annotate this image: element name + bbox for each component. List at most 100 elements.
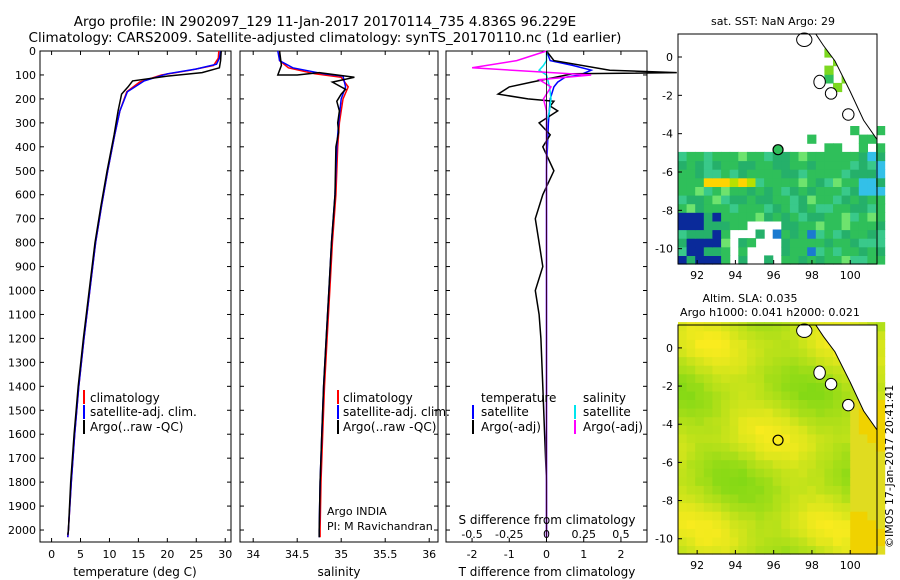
map-cell (738, 365, 748, 375)
map-cell (876, 365, 886, 375)
map-cell (678, 485, 688, 495)
imos-copyright: ©IMOS 17-Jan-2017 20:41:41 (883, 385, 896, 548)
map-cell (772, 459, 782, 469)
map-cell (729, 365, 739, 375)
map-cell (824, 186, 834, 196)
map-lon-label: 100 (840, 269, 861, 282)
s-diff-tick-label: 0.25 (571, 528, 596, 541)
map-cell (738, 485, 748, 495)
map-cell (858, 485, 868, 495)
map-cell (686, 220, 696, 231)
map-cell (867, 238, 877, 248)
map-cell (815, 151, 825, 162)
map-cell (695, 212, 705, 222)
map-cell (850, 126, 860, 136)
map-cell (721, 399, 731, 409)
map-cell (764, 203, 774, 213)
map-cell (712, 356, 722, 366)
map-cell (686, 347, 696, 358)
sla-map: 92 94 96 98 100 0 -2 -4 -6 -8 -10 (655, 322, 886, 572)
map-cell (772, 160, 782, 170)
map-cell (824, 536, 834, 546)
map-cell (781, 330, 791, 340)
map-cell (867, 212, 877, 222)
map-cell (755, 476, 765, 486)
map-cell (867, 451, 877, 461)
map-cell (798, 186, 808, 196)
map-cell (703, 425, 713, 435)
map-cell (678, 442, 688, 452)
series-line (67, 50, 222, 538)
map-cell (755, 511, 765, 521)
map-cell (695, 195, 705, 205)
map-cell (789, 502, 800, 512)
map-cell (876, 468, 886, 478)
map-cell (841, 246, 851, 256)
map-cell (876, 408, 886, 418)
map-cell (764, 425, 774, 435)
depth-tick-label: 1600 (8, 428, 36, 441)
map-cell (789, 416, 800, 426)
map-cell (678, 160, 688, 170)
map-cell (772, 203, 782, 213)
map-cell (798, 220, 808, 231)
map-cell (695, 536, 705, 546)
map-lat-label: -8 (662, 495, 673, 508)
map-cell (721, 255, 731, 265)
map-cell (729, 203, 739, 213)
map-cell (841, 519, 851, 529)
map-cell (703, 229, 713, 239)
map-cell (824, 451, 834, 461)
map-cell (781, 177, 791, 187)
map-lon-label: 94 (728, 269, 742, 282)
map-cell (815, 169, 825, 179)
map-cell (729, 212, 739, 222)
map-cell (755, 212, 765, 222)
map-cell (807, 212, 817, 222)
map-cell (729, 519, 739, 529)
map-cell (703, 485, 713, 495)
map-cell (746, 451, 757, 461)
map-cell (695, 493, 705, 504)
map-cell (850, 425, 860, 435)
map-cell (678, 203, 688, 213)
map-cell (807, 151, 817, 162)
map-cell (678, 425, 688, 435)
map-cell (764, 502, 774, 512)
map-cell (798, 246, 808, 256)
map-cell (841, 160, 851, 170)
map-cell (764, 373, 774, 383)
map-cell (738, 502, 748, 512)
series-line (67, 50, 222, 535)
map-cell (729, 399, 739, 409)
map-cell (678, 229, 688, 239)
figure-title-line2: Climatology: CARS2009. Satellite-adjuste… (28, 30, 622, 46)
map-cell (686, 433, 696, 443)
map-cell (815, 356, 825, 366)
map-cell (789, 246, 800, 256)
map-lon-label: 98 (805, 269, 819, 282)
map-cell (789, 356, 800, 366)
map-cell (815, 186, 825, 196)
map-cell (738, 195, 748, 205)
map-cell (712, 502, 722, 512)
map-cell (798, 238, 808, 248)
map-cell (781, 519, 791, 529)
map-cell (841, 212, 851, 222)
map-cell (764, 169, 774, 179)
map-cell (858, 433, 868, 443)
map-cell (686, 468, 696, 478)
map-cell (712, 186, 722, 196)
map-cell (746, 493, 757, 504)
map-cell (703, 195, 713, 205)
map-cell (703, 451, 713, 461)
map-cell (789, 425, 800, 435)
salinity-axis-label: salinity (317, 565, 360, 579)
map-cell (867, 519, 877, 529)
map-cell (678, 339, 688, 349)
island-outline (796, 32, 813, 47)
map-cell (815, 229, 825, 239)
map-cell (841, 177, 851, 187)
map-cell (755, 195, 765, 205)
map-cell (703, 203, 713, 213)
